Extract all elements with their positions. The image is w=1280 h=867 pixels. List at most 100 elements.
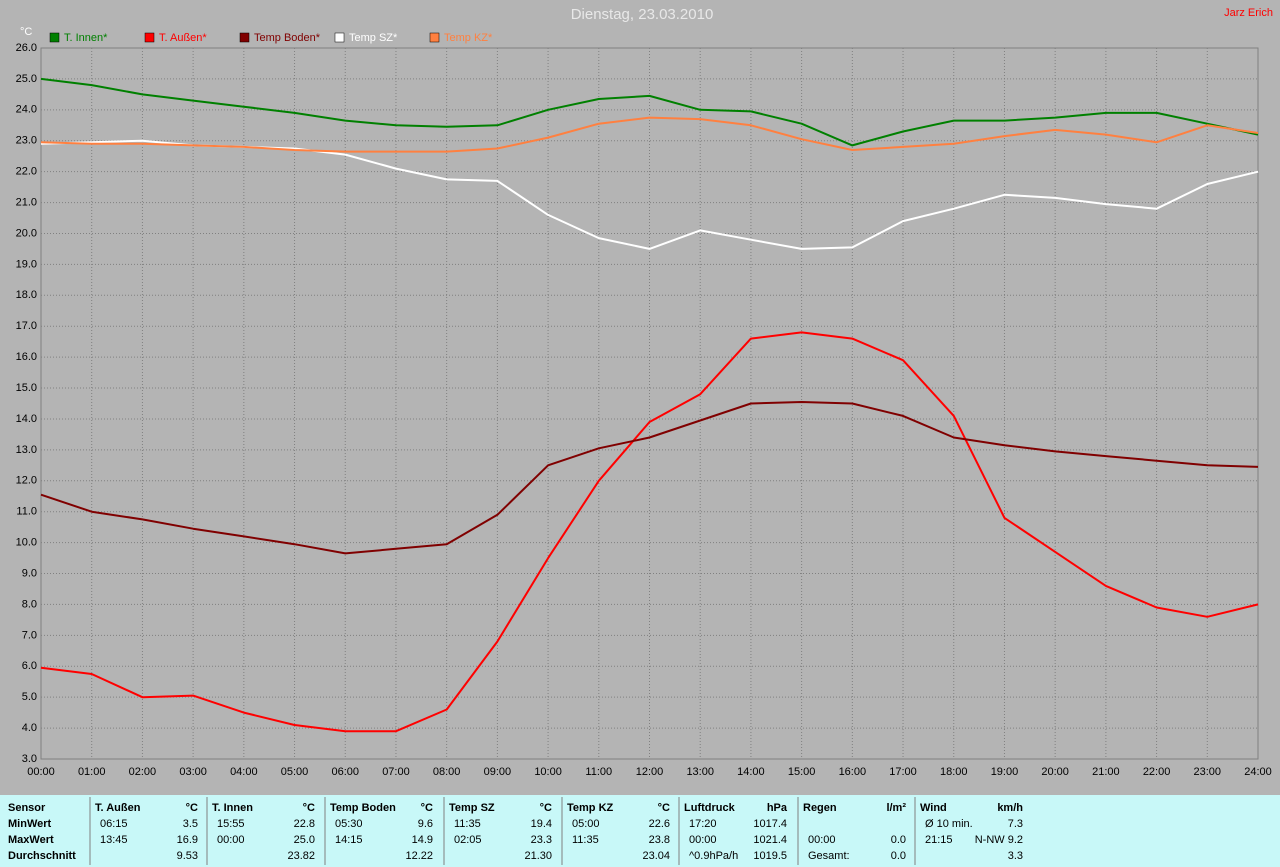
x-tick-label: 09:00 — [484, 766, 512, 778]
x-tick-label: 06:00 — [331, 766, 359, 778]
legend-swatch — [429, 32, 440, 43]
cell-time: 17:20 — [689, 818, 717, 830]
legend-swatch — [334, 32, 345, 43]
y-tick-label: 10.0 — [16, 537, 37, 549]
x-tick-label: 00:00 — [27, 766, 55, 778]
x-tick-label: 17:00 — [889, 766, 917, 778]
x-tick-label: 08:00 — [433, 766, 461, 778]
column-header: T. Innen — [212, 802, 253, 814]
summary-panel — [0, 795, 1280, 867]
x-tick-label: 13:00 — [686, 766, 714, 778]
y-tick-label: 12.0 — [16, 475, 37, 487]
cell-value: 0.0 — [891, 834, 906, 846]
cell-value: 23.04 — [642, 850, 670, 862]
column-unit: °C — [421, 802, 433, 814]
x-tick-label: 12:00 — [636, 766, 664, 778]
y-tick-label: 23.0 — [16, 135, 37, 147]
cell-value: 25.0 — [294, 834, 315, 846]
y-tick-label: 9.0 — [22, 567, 37, 579]
cell-time: 21:15 — [925, 834, 953, 846]
x-tick-label: 07:00 — [382, 766, 410, 778]
y-tick-label: 14.0 — [16, 413, 37, 425]
y-tick-label: 5.0 — [22, 691, 37, 703]
x-tick-label: 14:00 — [737, 766, 765, 778]
cell-value: 9.53 — [177, 850, 198, 862]
y-tick-label: 21.0 — [16, 196, 37, 208]
y-tick-label: 15.0 — [16, 382, 37, 394]
legend-label: Temp KZ* — [444, 32, 493, 44]
column-header: Temp KZ — [567, 802, 614, 814]
cell-time: 06:15 — [100, 818, 128, 830]
legend-swatch — [239, 32, 250, 43]
x-tick-label: 03:00 — [179, 766, 207, 778]
y-tick-label: 18.0 — [16, 289, 37, 301]
x-tick-label: 04:00 — [230, 766, 258, 778]
cell-time: 05:00 — [572, 818, 600, 830]
x-tick-label: 15:00 — [788, 766, 816, 778]
legend-swatch — [49, 32, 60, 43]
y-tick-label: 7.0 — [22, 629, 37, 641]
x-tick-label: 21:00 — [1092, 766, 1120, 778]
cell-value: 21.30 — [524, 850, 552, 862]
cell-time: 02:05 — [454, 834, 482, 846]
cell-time: 15:55 — [217, 818, 245, 830]
x-tick-label: 05:00 — [281, 766, 309, 778]
cell-value: 9.6 — [418, 818, 433, 830]
column-unit: °C — [658, 802, 670, 814]
cell-time: 05:30 — [335, 818, 363, 830]
cell-time: Gesamt: — [808, 850, 850, 862]
legend-label: Temp SZ* — [349, 32, 398, 44]
row-label: Durchschnitt — [8, 850, 76, 862]
series-line — [40, 331, 1259, 733]
cell-value: 1021.4 — [753, 834, 787, 846]
x-tick-label: 11:00 — [585, 766, 612, 778]
chart-title: Dienstag, 23.03.2010 — [571, 6, 714, 23]
y-tick-label: 26.0 — [16, 42, 37, 54]
cell-value: 23.3 — [531, 834, 552, 846]
legend-label: Temp Boden* — [254, 32, 321, 44]
x-tick-label: 23:00 — [1194, 766, 1222, 778]
cell-value: 16.9 — [177, 834, 198, 846]
cell-value: 12.22 — [405, 850, 433, 862]
table-header: Sensor — [8, 802, 46, 814]
cell-time: Ø 10 min. — [925, 818, 973, 830]
cell-value: 23.82 — [287, 850, 315, 862]
column-header: Temp SZ — [449, 802, 495, 814]
legend-label: T. Außen* — [159, 32, 207, 44]
author: Jarz Erich — [1224, 7, 1273, 19]
column-header: Luftdruck — [684, 802, 736, 814]
y-tick-label: 22.0 — [16, 166, 37, 178]
cell-value: 1017.4 — [753, 818, 787, 830]
x-tick-label: 02:00 — [129, 766, 157, 778]
series-line — [40, 401, 1259, 555]
cell-value: 14.9 — [412, 834, 433, 846]
column-header: Wind — [920, 802, 947, 814]
row-label: MinWert — [8, 818, 52, 830]
cell-time: 13:45 — [100, 834, 128, 846]
x-tick-label: 19:00 — [991, 766, 1019, 778]
y-tick-label: 4.0 — [22, 722, 37, 734]
x-tick-label: 16:00 — [839, 766, 867, 778]
column-header: Temp Boden — [330, 802, 396, 814]
cell-value: 0.0 — [891, 850, 906, 862]
column-header: Regen — [803, 802, 837, 814]
cell-time: 14:15 — [335, 834, 363, 846]
y-tick-label: 8.0 — [22, 598, 37, 610]
y-tick-label: 16.0 — [16, 351, 37, 363]
cell-time: 00:00 — [689, 834, 717, 846]
y-tick-label: 19.0 — [16, 258, 37, 270]
x-tick-label: 22:00 — [1143, 766, 1171, 778]
column-unit: l/m² — [886, 802, 906, 814]
y-tick-label: 13.0 — [16, 444, 37, 456]
legend-swatch — [144, 32, 155, 43]
series-line — [40, 77, 1259, 147]
cell-time: ^0.9hPa/h — [689, 850, 738, 862]
y-tick-label: 24.0 — [16, 104, 37, 116]
plot-area — [40, 47, 1259, 760]
cell-value: 23.8 — [649, 834, 670, 846]
cell-value: 22.6 — [649, 818, 670, 830]
cell-value: N-NW 9.2 — [975, 834, 1023, 846]
cell-value: 7.3 — [1008, 818, 1023, 830]
cell-time: 11:35 — [454, 818, 481, 830]
